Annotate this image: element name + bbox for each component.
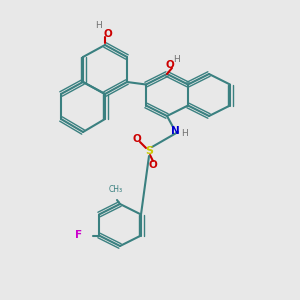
Text: O: O	[103, 29, 112, 39]
Text: N: N	[171, 126, 179, 136]
Text: O: O	[166, 60, 174, 70]
Text: O: O	[133, 134, 141, 144]
Text: F: F	[75, 230, 82, 241]
Text: H: H	[181, 128, 188, 137]
Text: O: O	[148, 160, 158, 170]
Text: H: H	[174, 55, 180, 64]
Text: H: H	[96, 22, 102, 31]
Text: S: S	[145, 146, 153, 156]
Text: CH₃: CH₃	[109, 184, 123, 194]
